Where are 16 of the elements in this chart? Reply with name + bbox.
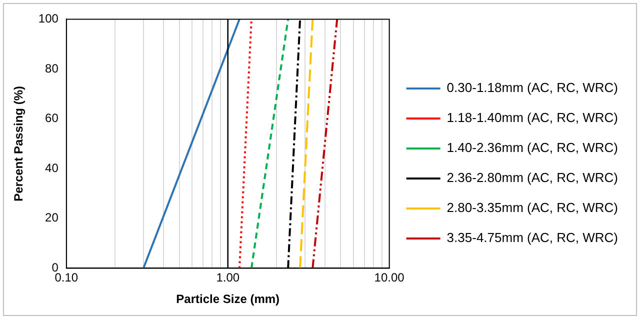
y-axis-title: Percent Passing (%) (12, 86, 26, 202)
legend-label: 2.36-2.80mm (AC, RC, WRC) (446, 170, 618, 186)
y-tick-label: 60 (45, 111, 59, 126)
legend-label: 1.18-1.40mm (AC, RC, WRC) (446, 110, 618, 126)
x-tick-label: 10.00 (374, 270, 405, 285)
y-tick-label: 80 (45, 61, 59, 76)
y-tick-label: 40 (45, 160, 59, 175)
x-tick-label: 1.00 (216, 270, 240, 285)
x-tick-label: 0.10 (54, 270, 78, 285)
y-tick-label: 20 (45, 210, 59, 225)
legend-label: 0.30-1.18mm (AC, RC, WRC) (446, 80, 618, 96)
legend-label: 1.40-2.36mm (AC, RC, WRC) (446, 140, 618, 156)
x-axis-title: Particle Size (mm) (176, 292, 280, 306)
legend-label: 2.80-3.35mm (AC, RC, WRC) (446, 200, 618, 216)
legend-label: 3.35-4.75mm (AC, RC, WRC) (446, 230, 618, 246)
y-tick-label: 100 (38, 12, 59, 26)
